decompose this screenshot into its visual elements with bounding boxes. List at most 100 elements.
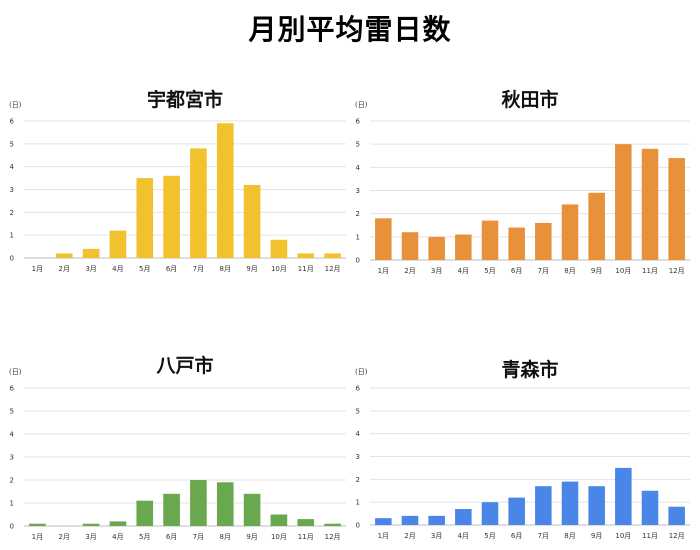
y-tick-label: 2 (356, 210, 360, 218)
x-tick-label: 10月 (615, 267, 631, 275)
y-tick-label: 4 (10, 431, 15, 439)
bar-2 (401, 515, 419, 525)
bar-1 (375, 518, 392, 525)
x-tick-label: 6月 (166, 533, 177, 541)
x-tick-label: 4月 (112, 265, 123, 273)
chart-utsunomiya: 宇都宮市 (日) 0 1 2 3 4 5 6 1月 2月 3月 4月 5月 6月 7月 8月 9月 10月 11月 12… (9, 88, 346, 273)
bar-12 (324, 253, 341, 258)
bar-8 (216, 482, 234, 526)
y-tick-label: 2 (10, 477, 14, 485)
y-tick-label: 6 (356, 385, 361, 393)
x-tick-label: 5月 (139, 533, 150, 541)
bar-12 (668, 158, 685, 260)
bar-10 (270, 239, 288, 258)
y-tick-label: 6 (10, 385, 15, 393)
bar-9 (243, 493, 261, 526)
y-tick-label: 0 (356, 257, 360, 265)
bar-10 (615, 144, 632, 260)
bar-9 (588, 192, 605, 260)
x-tick-label: 9月 (246, 533, 257, 541)
chart-hachinohe: 八戸市 (日) 0 1 2 3 4 5 6 1月 2月 3月 4月 5月 6月 7月 8月 9月 10月 11月 12月 (9, 354, 346, 541)
bar-7 (190, 148, 207, 258)
x-tick-label: 1月 (32, 533, 43, 541)
y-tick-label: 0 (356, 522, 360, 530)
x-tick-label: 3月 (85, 265, 96, 273)
y-tick-label: 3 (356, 453, 360, 461)
bar-4 (109, 230, 127, 258)
y-tick-label: 2 (356, 476, 360, 484)
y-tick-label: 6 (356, 118, 361, 126)
bar-9 (243, 184, 261, 258)
bar-11 (297, 519, 315, 526)
bar-7 (190, 480, 207, 526)
bar-8 (216, 123, 234, 259)
x-tick-label: 3月 (85, 533, 96, 541)
y-tick-label: 3 (10, 186, 14, 194)
bar-5 (481, 502, 499, 525)
chart-akita: 秋田市 (日) 0 1 2 3 4 5 6 1月 2月 3月 4月 5月 6月 7月 8月 9月 10月 11月 12月 (355, 88, 690, 275)
y-tick-label: 1 (10, 500, 14, 508)
chart-aomori: 青森市 (日) 0 1 2 3 4 5 6 1月 2月 3月 4月 5月 6月 7月 8月 9月 10月 11月 12月 (355, 358, 690, 540)
bar-4 (455, 509, 472, 525)
y-tick-label: 5 (356, 407, 360, 415)
x-tick-label: 3月 (431, 532, 442, 540)
bar-6 (163, 493, 180, 526)
x-tick-label: 2月 (404, 267, 415, 275)
bar-1 (29, 523, 46, 526)
bar-3 (428, 236, 445, 260)
chart-title-hachinohe: 八戸市 (156, 354, 213, 377)
y-tick-label: 1 (356, 233, 360, 241)
chart-title-aomori: 青森市 (501, 358, 558, 381)
y-tick-label: 5 (356, 141, 360, 149)
x-tick-label: 4月 (458, 532, 469, 540)
bar-10 (615, 467, 632, 525)
y-tick-label: 1 (10, 232, 14, 240)
bar-4 (109, 521, 127, 526)
bar-11 (641, 490, 659, 525)
x-tick-label: 2月 (59, 265, 70, 273)
y-tick-label: 1 (356, 499, 360, 507)
x-tick-label: 10月 (271, 265, 287, 273)
x-tick-label: 8月 (564, 532, 575, 540)
x-tick-label: 3月 (431, 267, 442, 275)
bar-8 (561, 481, 579, 525)
bar-1 (375, 218, 392, 260)
bar-7 (535, 222, 552, 260)
y-unit-label: (日) (355, 101, 368, 109)
y-tick-label: 3 (10, 454, 14, 462)
x-tick-label: 1月 (378, 532, 389, 540)
y-tick-label: 4 (356, 164, 361, 172)
x-tick-label: 6月 (511, 532, 522, 540)
bar-9 (588, 486, 605, 525)
bar-10 (270, 514, 288, 526)
y-unit-label: (日) (9, 101, 22, 109)
y-tick-label: 0 (10, 255, 14, 263)
bar-3 (428, 515, 445, 525)
bar-6 (163, 175, 180, 258)
bar-4 (455, 234, 472, 260)
x-tick-label: 7月 (193, 533, 204, 541)
x-tick-label: 6月 (511, 267, 522, 275)
x-tick-label: 5月 (139, 265, 150, 273)
x-tick-label: 11月 (298, 265, 314, 273)
x-tick-label: 8月 (564, 267, 575, 275)
bar-3 (82, 523, 100, 526)
x-tick-label: 6月 (166, 265, 177, 273)
x-tick-label: 12月 (325, 533, 341, 541)
bar-5 (136, 178, 154, 258)
x-tick-label: 2月 (59, 533, 70, 541)
x-tick-label: 10月 (271, 533, 287, 541)
x-tick-label: 8月 (220, 265, 231, 273)
bar-5 (136, 500, 154, 526)
x-tick-label: 12月 (325, 265, 341, 273)
page-title: 月別平均雷日数 (248, 13, 452, 46)
bar-3 (82, 248, 100, 258)
x-tick-label: 5月 (484, 267, 495, 275)
y-tick-label: 3 (356, 187, 360, 195)
x-tick-label: 1月 (32, 265, 43, 273)
chart-title-utsunomiya: 宇都宮市 (147, 88, 223, 111)
y-unit-label: (日) (355, 368, 368, 376)
y-unit-label: (日) (9, 368, 22, 376)
bar-11 (641, 148, 659, 260)
x-tick-label: 2月 (404, 532, 415, 540)
